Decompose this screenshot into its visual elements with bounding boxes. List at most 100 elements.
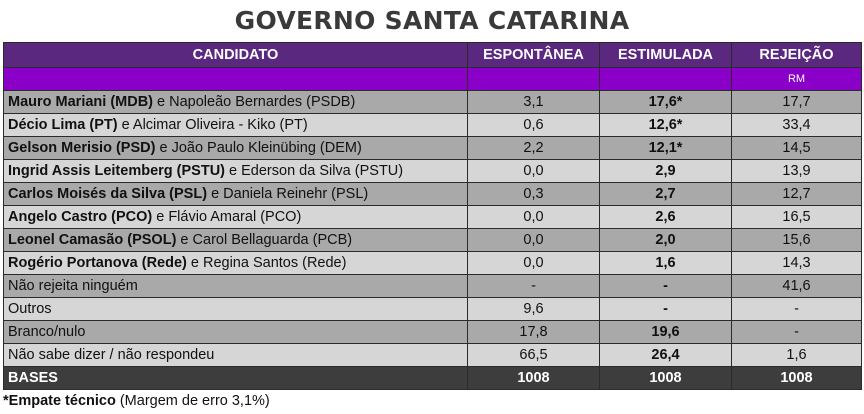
rejeicao-cell: 16,5 <box>731 205 862 229</box>
espontanea-cell: 0,3 <box>467 182 600 206</box>
table-row: Gelson Merisio (PSD) e João Paulo Kleinü… <box>3 136 862 160</box>
espontanea-cell: 2,2 <box>467 136 600 160</box>
table-row: Angelo Castro (PCO) e Flávio Amaral (PCO… <box>3 205 862 229</box>
candidate-cell: Outros <box>3 297 468 321</box>
espontanea-cell: 0,0 <box>467 159 600 183</box>
subheader-empty-1 <box>3 67 468 91</box>
candidate-rest: e Alcimar Oliveira - Kiko (PT) <box>117 117 308 133</box>
estimulada-cell: 19,6 <box>599 320 732 344</box>
espontanea-cell: 17,8 <box>467 320 600 344</box>
bases-label: BASES <box>3 366 468 390</box>
candidate-cell: Angelo Castro (PCO) e Flávio Amaral (PCO… <box>3 205 468 229</box>
estimulada-cell: 26,4 <box>599 343 732 367</box>
estimulada-cell: 12,1* <box>599 136 732 160</box>
bases-row: BASES 1008 1008 1008 <box>3 366 862 390</box>
header-candidato: CANDIDATO <box>3 42 468 68</box>
estimulada-cell: 2,6 <box>599 205 732 229</box>
header-estimulada: ESTIMULADA <box>599 42 732 68</box>
estimulada-cell: 12,6* <box>599 113 732 137</box>
candidate-main: Décio Lima (PT) <box>8 117 118 133</box>
footnote: *Empate técnico (Margem de erro 3,1%) <box>3 393 270 409</box>
table-row: Carlos Moisés da Silva (PSL) e Daniela R… <box>3 182 862 206</box>
rejeicao-cell: 41,6 <box>731 274 862 298</box>
candidate-cell: Branco/nulo <box>3 320 468 344</box>
candidate-main: Leonel Camasão (PSOL) <box>8 232 177 248</box>
candidate-rest: Branco/nulo <box>8 324 86 340</box>
estimulada-cell: 17,6* <box>599 90 732 114</box>
subheader-empty-3 <box>599 67 732 91</box>
rejeicao-cell: 12,7 <box>731 182 862 206</box>
bases-rejeicao: 1008 <box>731 366 862 390</box>
candidate-rest: e Carol Bellaguarda (PCB) <box>176 232 353 248</box>
table-row: Outros 9,6- - <box>3 297 862 321</box>
table-subheader-row: RM <box>3 67 862 91</box>
candidate-cell: Leonel Camasão (PSOL) e Carol Bellaguard… <box>3 228 468 252</box>
table-row: Décio Lima (PT) e Alcimar Oliveira - Kik… <box>3 113 862 137</box>
rejeicao-cell: 17,7 <box>731 90 862 114</box>
candidate-rest: e Flávio Amaral (PCO) <box>152 209 302 225</box>
page-title: GOVERNO SANTA CATARINA <box>234 6 630 35</box>
footnote-bold: *Empate técnico <box>3 393 116 409</box>
candidate-rest: e Daniela Reinehr (PSL) <box>207 186 369 202</box>
header-rejeicao: REJEIÇÃO <box>731 42 862 68</box>
candidate-rest: e Regina Santos (Rede) <box>186 255 347 271</box>
footnote-text: (Margem de erro 3,1%) <box>115 393 270 409</box>
table-header-row: CANDIDATO ESPONTÂNEA ESTIMULADA REJEIÇÃO <box>3 42 862 68</box>
estimulada-cell: 2,0 <box>599 228 732 252</box>
candidate-cell: Mauro Mariani (MDB) e Napoleão Bernardes… <box>3 90 468 114</box>
subheader-empty-2 <box>467 67 600 91</box>
espontanea-cell: 0,0 <box>467 228 600 252</box>
table-row: Ingrid Assis Leitemberg (PSTU) e Ederson… <box>3 159 862 183</box>
table-row: Rogério Portanova (Rede) e Regina Santos… <box>3 251 862 275</box>
table-row: Não rejeita ninguém - -41,6 <box>3 274 862 298</box>
bases-espontanea: 1008 <box>467 366 600 390</box>
estimulada-cell: 1,6 <box>599 251 732 275</box>
candidate-rest: Não rejeita ninguém <box>8 278 138 294</box>
poll-table: CANDIDATO ESPONTÂNEA ESTIMULADA REJEIÇÃO… <box>3 42 862 390</box>
candidate-rest: e João Paulo Kleinübing (DEM) <box>155 140 362 156</box>
espontanea-cell: 0,0 <box>467 205 600 229</box>
candidate-cell: Ingrid Assis Leitemberg (PSTU) e Ederson… <box>3 159 468 183</box>
table-row: Mauro Mariani (MDB) e Napoleão Bernardes… <box>3 90 862 114</box>
candidate-cell: Não rejeita ninguém <box>3 274 468 298</box>
candidate-cell: Carlos Moisés da Silva (PSL) e Daniela R… <box>3 182 468 206</box>
subheader-rm: RM <box>731 67 862 91</box>
espontanea-cell: 0,0 <box>467 251 600 275</box>
table-row: Não sabe dizer / não respondeu 66,5 26,4 1,… <box>3 343 862 367</box>
rejeicao-cell: - <box>731 320 862 344</box>
table-row: Leonel Camasão (PSOL) e Carol Bellaguard… <box>3 228 862 252</box>
header-espontanea: ESPONTÂNEA <box>467 42 600 68</box>
rejeicao-cell: 14,3 <box>731 251 862 275</box>
candidate-cell: Não sabe dizer / não respondeu <box>3 343 468 367</box>
estimulada-cell: - <box>599 297 732 321</box>
candidate-cell: Rogério Portanova (Rede) e Regina Santos… <box>3 251 468 275</box>
estimulada-cell: 2,7 <box>599 182 732 206</box>
candidate-rest: e Ederson da Silva (PSTU) <box>225 163 404 179</box>
bases-estimulada: 1008 <box>599 366 732 390</box>
rejeicao-cell: 13,9 <box>731 159 862 183</box>
table-row: Branco/nulo 17,8 19,6- <box>3 320 862 344</box>
espontanea-cell: - <box>467 274 600 298</box>
candidate-main: Angelo Castro (PCO) <box>8 209 153 225</box>
estimulada-cell: 2,9 <box>599 159 732 183</box>
espontanea-cell: 66,5 <box>467 343 600 367</box>
espontanea-cell: 0,6 <box>467 113 600 137</box>
candidate-main: Rogério Portanova (Rede) <box>8 255 187 271</box>
estimulada-cell: - <box>599 274 732 298</box>
candidate-main: Ingrid Assis Leitemberg (PSTU) <box>8 163 225 179</box>
candidate-main: Gelson Merisio (PSD) <box>8 140 156 156</box>
candidate-cell: Décio Lima (PT) e Alcimar Oliveira - Kik… <box>3 113 468 137</box>
candidate-main: Mauro Mariani (MDB) <box>8 94 153 110</box>
candidate-cell: Gelson Merisio (PSD) e João Paulo Kleinü… <box>3 136 468 160</box>
rejeicao-cell: 1,6 <box>731 343 862 367</box>
candidate-rest: Não sabe dizer / não respondeu <box>8 347 215 363</box>
rejeicao-cell: 33,4 <box>731 113 862 137</box>
espontanea-cell: 3,1 <box>467 90 600 114</box>
candidate-rest: e Napoleão Bernardes (PSDB) <box>153 94 356 110</box>
rejeicao-cell: - <box>731 297 862 321</box>
candidate-main: Carlos Moisés da Silva (PSL) <box>8 186 208 202</box>
rejeicao-cell: 15,6 <box>731 228 862 252</box>
espontanea-cell: 9,6 <box>467 297 600 321</box>
rejeicao-cell: 14,5 <box>731 136 862 160</box>
candidate-rest: Outros <box>8 301 52 317</box>
